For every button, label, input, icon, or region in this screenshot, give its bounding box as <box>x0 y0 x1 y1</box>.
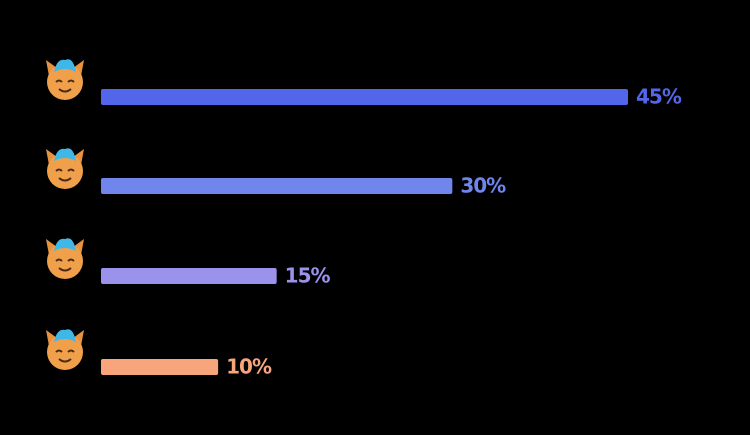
icon <box>46 148 84 189</box>
horn <box>73 149 84 165</box>
horn <box>73 239 84 255</box>
hair <box>54 329 76 342</box>
hair <box>54 238 76 251</box>
eye <box>67 79 75 83</box>
value-label: 10% <box>226 355 272 379</box>
hair <box>54 59 76 72</box>
eye <box>55 79 63 83</box>
horn <box>46 60 57 76</box>
icon <box>46 329 84 370</box>
value-label: 30% <box>460 174 506 198</box>
mouth <box>58 267 72 272</box>
face <box>47 64 83 100</box>
value-label: 45% <box>636 85 682 109</box>
horn <box>73 60 84 76</box>
mouth <box>58 358 72 363</box>
hair <box>54 148 76 161</box>
eye <box>55 168 63 172</box>
horn <box>73 330 84 346</box>
mouth <box>58 177 72 182</box>
horn <box>46 330 57 346</box>
bar <box>101 178 453 194</box>
mouth <box>58 88 72 93</box>
face <box>47 334 83 370</box>
face <box>47 243 83 279</box>
horn <box>46 239 57 255</box>
bar <box>101 359 219 375</box>
eye <box>55 349 63 353</box>
value-label: 15% <box>285 264 331 288</box>
bar <box>101 268 277 284</box>
eye <box>67 168 75 172</box>
bar <box>101 89 628 105</box>
icon <box>46 59 84 100</box>
face <box>47 153 83 189</box>
eye <box>55 258 63 262</box>
horn <box>46 149 57 165</box>
eye <box>67 258 75 262</box>
eye <box>67 349 75 353</box>
icon <box>46 238 84 279</box>
